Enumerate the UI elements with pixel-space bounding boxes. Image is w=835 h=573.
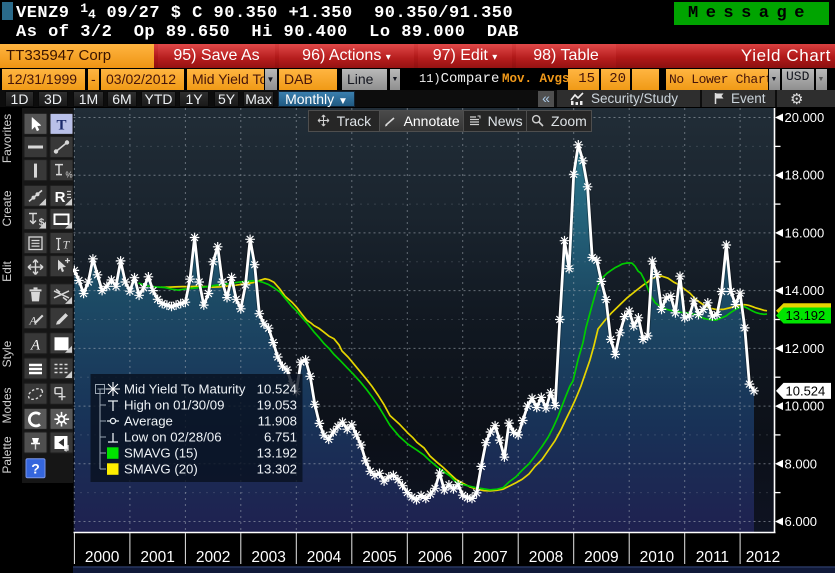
- svg-text:14.000: 14.000: [785, 283, 825, 298]
- svg-text:10.524: 10.524: [257, 382, 297, 397]
- svg-text:Favorites: Favorites: [0, 114, 14, 163]
- svg-text:19.053: 19.053: [257, 398, 297, 413]
- svg-text:10.000: 10.000: [785, 399, 825, 414]
- svg-text:2010: 2010: [640, 549, 675, 566]
- svg-text:Edit: Edit: [0, 261, 14, 282]
- svg-text:$: $: [39, 218, 45, 229]
- svg-text:18.000: 18.000: [785, 168, 825, 183]
- svg-text:2002: 2002: [196, 549, 230, 566]
- svg-text:2003: 2003: [251, 549, 285, 566]
- svg-text:2012: 2012: [746, 549, 780, 566]
- svg-text:Mid Yield To Maturity: Mid Yield To Maturity: [124, 382, 246, 397]
- svg-text:T: T: [63, 238, 71, 252]
- svg-text:13.192: 13.192: [786, 308, 826, 323]
- svg-text:?: ?: [31, 461, 40, 477]
- svg-text:Modes: Modes: [0, 387, 14, 423]
- svg-text:2011: 2011: [696, 549, 729, 566]
- svg-text:R: R: [55, 189, 66, 206]
- svg-text:2007: 2007: [473, 549, 507, 566]
- svg-text:%: %: [65, 171, 72, 180]
- svg-text:Style: Style: [0, 340, 14, 367]
- svg-text:Average: Average: [124, 414, 173, 429]
- svg-text:Low on 02/28/06: Low on 02/28/06: [124, 430, 222, 445]
- svg-text:2000: 2000: [85, 549, 120, 566]
- svg-text:11.908: 11.908: [258, 414, 297, 429]
- svg-text:Create: Create: [0, 190, 14, 226]
- svg-text:8.000: 8.000: [785, 456, 818, 471]
- svg-text:13.302: 13.302: [257, 462, 297, 477]
- svg-text:SMAVG (15): SMAVG (15): [124, 446, 198, 461]
- svg-text:A: A: [30, 337, 41, 353]
- svg-text:2009: 2009: [584, 549, 618, 566]
- svg-text:Palette: Palette: [0, 436, 14, 474]
- svg-text:12.000: 12.000: [785, 341, 825, 356]
- svg-text:SMAVG (20): SMAVG (20): [124, 462, 198, 477]
- svg-text:A: A: [28, 314, 37, 328]
- svg-text:2008: 2008: [529, 549, 563, 566]
- svg-text:High on 01/30/09: High on 01/30/09: [124, 398, 224, 413]
- svg-text:16.000: 16.000: [785, 225, 825, 240]
- svg-text:2001: 2001: [140, 549, 174, 566]
- svg-text:T: T: [56, 117, 66, 133]
- svg-text:13.192: 13.192: [257, 446, 297, 461]
- svg-text:6.000: 6.000: [785, 514, 818, 529]
- svg-text:2006: 2006: [418, 549, 452, 566]
- svg-text:2004: 2004: [307, 549, 342, 566]
- svg-text:10.524: 10.524: [786, 384, 826, 399]
- svg-text:20.000: 20.000: [785, 110, 825, 125]
- svg-text:6.751: 6.751: [264, 430, 297, 445]
- svg-text:2005: 2005: [362, 549, 396, 566]
